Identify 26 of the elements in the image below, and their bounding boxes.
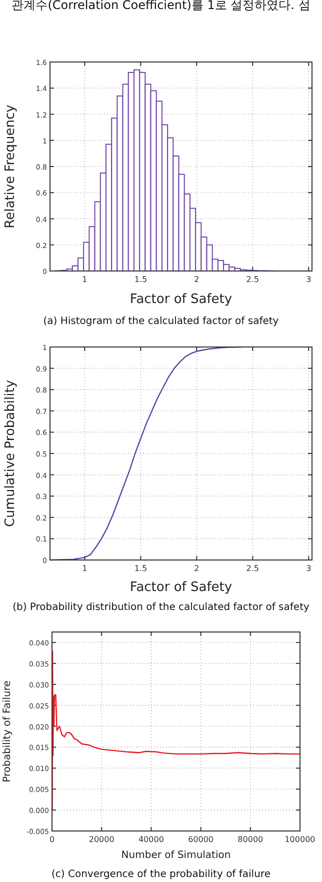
x-tick-label: 80000	[238, 835, 264, 844]
x-tick-label: 1	[82, 275, 88, 284]
text: (b) Probability distribution of the calculated factor of safety	[12, 602, 310, 613]
x-tick-label: 3	[306, 564, 312, 573]
y-axis-title: Cumulative Probability	[3, 380, 18, 528]
x-tick-label: 40000	[138, 835, 164, 844]
x-tick-label: 1.5	[134, 275, 148, 284]
x-tick-label: 20000	[88, 835, 114, 844]
x-axis-title: Factor of Safety	[130, 580, 232, 595]
x-tick-label: 1	[82, 564, 88, 573]
x-tick-label: 0	[49, 835, 55, 844]
x-axis-title: Factor of Safety	[130, 292, 232, 307]
x-axis-title: Number of Simulation	[121, 850, 231, 861]
x-tick-label: 2.5	[246, 275, 260, 284]
x-tick-label: 2	[194, 275, 200, 284]
text: (a) Histogram of the calculated factor of safety	[43, 316, 279, 327]
x-tick-label: 3	[306, 275, 312, 284]
x-tick-label: 2	[194, 564, 200, 573]
x-tick-label: 60000	[188, 835, 214, 844]
x-tick-label: 2.5	[246, 564, 260, 573]
y-axis-title: Probability of Failure	[2, 680, 13, 782]
x-tick-label: 1.5	[134, 564, 148, 573]
text: (c) Convergence of the probability of failure	[52, 869, 270, 880]
y-axis-title: Relative Frequency	[3, 104, 18, 228]
text: 관계수(Correlation Coefficient)를 1로 설정하였다. 섬	[12, 0, 310, 12]
x-tick-label: 100000	[284, 835, 316, 844]
